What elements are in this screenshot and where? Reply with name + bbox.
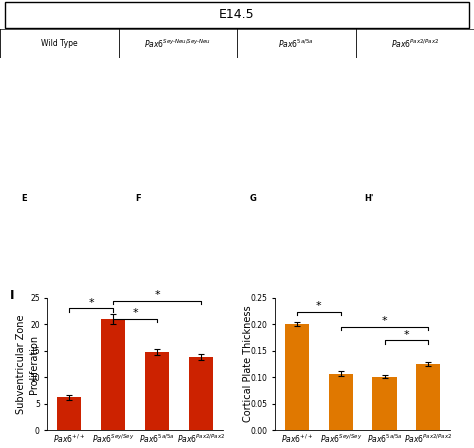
Text: Wild Type: Wild Type [41, 39, 78, 48]
Text: I: I [9, 289, 14, 302]
Text: *: * [316, 301, 321, 311]
Text: *: * [404, 330, 409, 340]
Bar [373, 377, 397, 430]
Text: *: * [154, 290, 160, 300]
Text: $\it{Pax6}^{Pax2/Pax2}$: $\it{Pax6}^{Pax2/Pax2}$ [391, 38, 439, 50]
Text: C: C [250, 64, 256, 73]
Text: B: B [136, 64, 142, 73]
Text: *: * [89, 298, 94, 308]
Text: F: F [136, 194, 141, 203]
Text: pH3/DAPI: pH3/DAPI [6, 110, 11, 139]
Y-axis label: Cortical Plate Thickness: Cortical Plate Thickness [243, 306, 253, 422]
Bar [101, 319, 125, 430]
Y-axis label: Subventricular Zone
Proliferation: Subventricular Zone Proliferation [16, 314, 39, 414]
Bar [416, 364, 440, 430]
Bar [145, 352, 169, 430]
Text: *: * [132, 308, 138, 319]
Text: $\it{Pax6}^{5a/5a}$: $\it{Pax6}^{5a/5a}$ [279, 38, 314, 50]
Text: H': H' [364, 194, 374, 203]
Bar [57, 397, 82, 430]
Text: G: G [250, 194, 257, 203]
Bar [328, 374, 353, 430]
Text: D: D [364, 64, 371, 73]
Text: $\it{Pax6}^{Sey\text{-}Neu/Sey\text{-}Neu}$: $\it{Pax6}^{Sey\text{-}Neu/Sey\text{-}Ne… [144, 38, 211, 50]
Text: E: E [21, 194, 27, 203]
Text: *: * [382, 316, 387, 326]
Text: H&E: H&E [5, 229, 11, 244]
Text: E14.5: E14.5 [219, 8, 255, 21]
Text: A: A [21, 64, 27, 73]
Bar [189, 357, 213, 430]
Bar [285, 324, 309, 430]
